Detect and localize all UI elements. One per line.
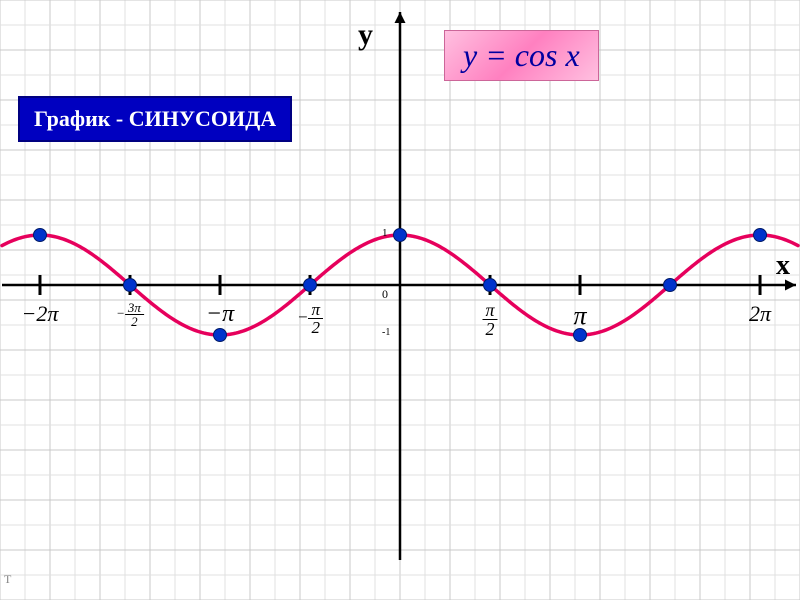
corner-mark: T [4,572,11,587]
x-tick-label: −2π [22,301,59,327]
x-tick-label: 2π [749,301,771,327]
y-tick-label: -1 [382,327,390,338]
x-tick-label: π2 [482,301,497,338]
title-box: График - СИНУСОИДА [18,96,292,142]
x-tick-label: π [573,301,586,331]
y-tick-label: 1 [382,227,388,239]
formula-text: y = cos x [463,37,580,73]
formula-box: y = cos x [444,30,599,81]
x-tick-label: −π [206,301,234,328]
x-tick-label: −3π2 [116,301,144,328]
x-axis-label: x [776,250,790,282]
title-text: График - СИНУСОИДА [34,106,276,131]
plot-svg [0,0,800,600]
y-tick-label: 0 [382,287,388,302]
x-tick-label: −π2 [297,301,323,336]
y-axis-label: y [358,18,373,52]
